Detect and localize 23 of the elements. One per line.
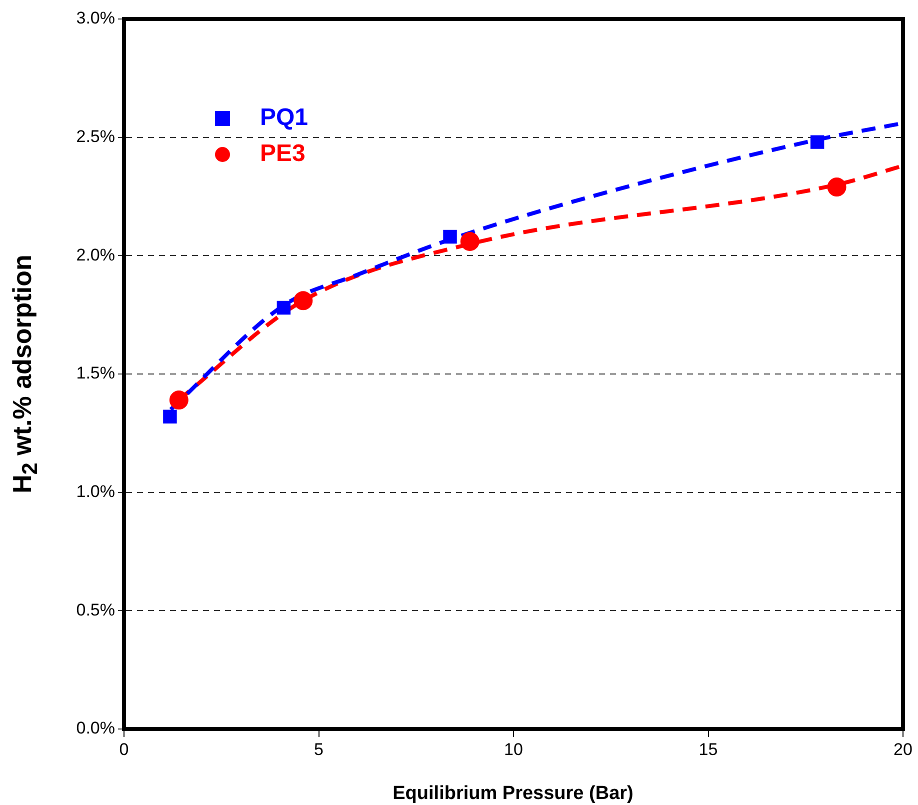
y-tick-label: 1.5% [76, 364, 115, 383]
y-tick-label: 0.5% [76, 600, 115, 620]
x-tick-label: 20 [894, 740, 912, 759]
y-tick-label: 0.0% [76, 718, 115, 738]
point [276, 300, 291, 315]
point [169, 390, 188, 410]
y-tick-label: 2.5% [76, 127, 115, 146]
x-axis-title: Equilibrium Pressure (Bar) [392, 783, 634, 805]
y-tick-label: 1.0% [76, 482, 115, 502]
y-tick-label: 2.0% [76, 245, 115, 264]
legend-label: PE3 [260, 140, 306, 168]
x-tick-label: 5 [314, 740, 324, 759]
point [163, 410, 177, 424]
legend-label: PQ1 [260, 104, 308, 132]
point [294, 291, 313, 310]
y-tick-label: 3.0% [76, 8, 115, 28]
point [810, 135, 824, 149]
x-tick-label: 10 [504, 740, 523, 759]
point [827, 178, 846, 197]
x-tick-label: 15 [698, 740, 718, 759]
point [460, 232, 480, 251]
x-tick-label: 0 [119, 740, 129, 759]
point [443, 230, 457, 244]
